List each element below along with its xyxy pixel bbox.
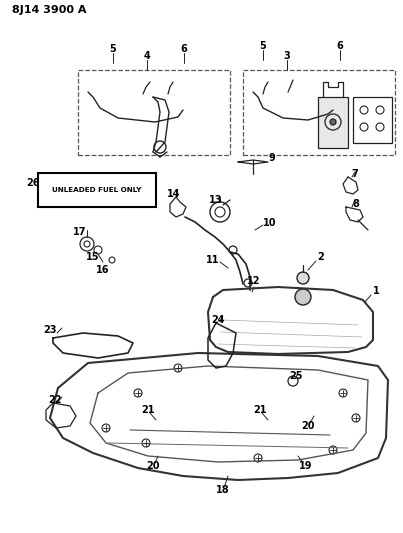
Text: 3: 3: [284, 51, 291, 61]
Circle shape: [330, 119, 336, 125]
Text: 11: 11: [206, 255, 220, 265]
Text: 7: 7: [352, 169, 358, 179]
Text: 6: 6: [181, 44, 187, 54]
Text: 8J14 3900 A: 8J14 3900 A: [12, 5, 87, 15]
Text: 10: 10: [263, 218, 277, 228]
Bar: [78, 70, 230, 155]
Text: 26: 26: [26, 178, 40, 188]
Text: 5: 5: [260, 41, 266, 51]
Circle shape: [295, 289, 311, 305]
Text: 9: 9: [269, 153, 275, 163]
Text: 19: 19: [299, 461, 313, 471]
Text: 20: 20: [146, 461, 160, 471]
Text: 1: 1: [373, 286, 379, 296]
Text: UNLEADED FUEL ONLY: UNLEADED FUEL ONLY: [52, 187, 141, 193]
Bar: [353, 97, 392, 143]
Text: 12: 12: [247, 276, 261, 286]
Text: 21: 21: [141, 405, 155, 415]
Text: 25: 25: [289, 371, 303, 381]
Text: 4: 4: [143, 51, 150, 61]
Circle shape: [297, 272, 309, 284]
Text: 24: 24: [211, 315, 225, 325]
Text: 16: 16: [96, 265, 110, 275]
Text: 2: 2: [318, 252, 324, 262]
Text: 14: 14: [167, 189, 181, 199]
Text: 23: 23: [43, 325, 57, 335]
Text: 5: 5: [110, 44, 116, 54]
Text: 18: 18: [216, 485, 230, 495]
Text: 6: 6: [337, 41, 343, 51]
Text: 17: 17: [73, 227, 87, 237]
Text: 13: 13: [209, 195, 223, 205]
Bar: [243, 70, 395, 155]
Text: 15: 15: [86, 252, 100, 262]
Text: 22: 22: [48, 395, 62, 405]
Bar: [318, 97, 348, 148]
Text: 20: 20: [301, 421, 315, 431]
Text: 21: 21: [253, 405, 267, 415]
Text: 8: 8: [353, 199, 359, 209]
